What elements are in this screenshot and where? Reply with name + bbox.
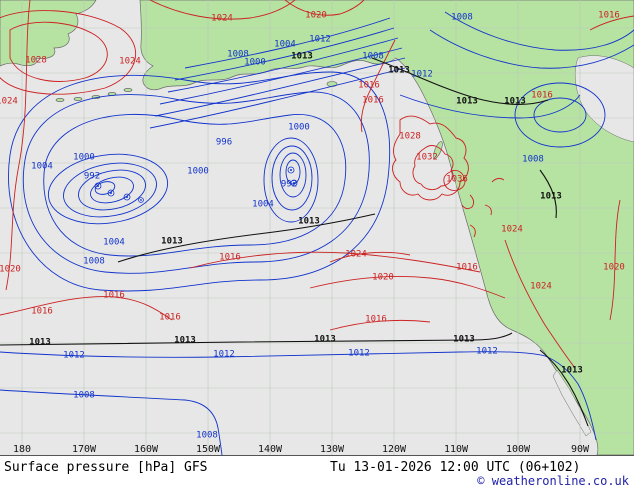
pressure-label: 1004 bbox=[31, 161, 53, 172]
isobars-high-pressure bbox=[0, 0, 634, 369]
longitude-label: 180 bbox=[12, 444, 32, 455]
pressure-label: 1013 bbox=[29, 337, 51, 348]
pressure-label: 1016 bbox=[598, 10, 620, 21]
pressure-label: 1016 bbox=[103, 290, 125, 301]
pressure-label: 1028 bbox=[399, 131, 421, 142]
pressure-label: 1020 bbox=[0, 264, 21, 275]
longitude-label: 110W bbox=[443, 444, 469, 455]
pressure-label: 1024 bbox=[345, 249, 367, 260]
pressure-label: 1004 bbox=[252, 199, 274, 210]
pressure-label: 1013 bbox=[314, 334, 336, 345]
pressure-label: 1024 bbox=[0, 96, 18, 107]
longitude-label: 170W bbox=[71, 444, 97, 455]
pressure-label: 1012 bbox=[411, 69, 433, 80]
land-siberia bbox=[0, 0, 97, 67]
chart-title: Surface pressure [hPa] GFS bbox=[4, 460, 208, 475]
pressure-label: 996 bbox=[215, 137, 233, 148]
pressure-label: 1016 bbox=[159, 312, 181, 323]
water-gulf-of-california bbox=[552, 369, 592, 437]
pressure-label: 1008 bbox=[451, 12, 473, 23]
pressure-label: 1012 bbox=[63, 350, 85, 361]
low-center-markers bbox=[94, 166, 298, 203]
pressure-label: 1020 bbox=[305, 10, 327, 21]
pressure-label: 1013 bbox=[291, 51, 313, 62]
pressure-label: 1012 bbox=[213, 349, 235, 360]
longitude-label: 120W bbox=[381, 444, 407, 455]
pressure-label: 1013 bbox=[174, 335, 196, 346]
status-bar: Surface pressure [hPa] GFS Tu 13-01-2026… bbox=[0, 455, 634, 490]
pressure-label: 1013 bbox=[388, 65, 410, 76]
isobars-mean-1013 bbox=[0, 57, 589, 427]
pressure-label: 1013 bbox=[504, 96, 526, 107]
pressure-label: 1004 bbox=[274, 39, 296, 50]
pressure-label: 1016 bbox=[31, 306, 53, 317]
pressure-label: 1008 bbox=[362, 51, 384, 62]
water-hudson-bay bbox=[575, 55, 634, 143]
pressure-label: 1012 bbox=[476, 346, 498, 357]
pressure-label: 1013 bbox=[561, 365, 583, 376]
pressure-label: 1008 bbox=[196, 430, 218, 441]
longitude-label: 130W bbox=[319, 444, 345, 455]
pressure-label: 1008 bbox=[522, 154, 544, 165]
longitude-label: 150W bbox=[195, 444, 221, 455]
longitude-label: 90W bbox=[570, 444, 590, 455]
pressure-label: 1032 bbox=[416, 152, 438, 163]
pressure-label: 1008 bbox=[73, 390, 95, 401]
pressure-label: 1020 bbox=[372, 272, 394, 283]
longitude-label: 160W bbox=[133, 444, 159, 455]
pressure-label: 1013 bbox=[453, 334, 475, 345]
pressure-label: 1016 bbox=[362, 95, 384, 106]
pressure-label: 1024 bbox=[211, 13, 233, 24]
pressure-label: 1024 bbox=[119, 56, 141, 67]
surface-pressure-map: 1024102010081016102810241024100810001004… bbox=[0, 0, 634, 455]
pressure-label: 1008 bbox=[83, 256, 105, 267]
pressure-label: 1008 bbox=[227, 49, 249, 60]
pressure-label: 1016 bbox=[456, 262, 478, 273]
pressure-label: 1024 bbox=[501, 224, 523, 235]
pressure-label: 1013 bbox=[456, 96, 478, 107]
valid-datetime: Tu 13-01-2026 12:00 UTC (06+102) bbox=[330, 460, 581, 475]
pressure-label: 1000 bbox=[73, 152, 95, 163]
copyright-link[interactable]: © weatheronline.co.uk bbox=[477, 474, 629, 488]
longitude-label: 140W bbox=[257, 444, 283, 455]
pressure-label: 1036 bbox=[446, 174, 468, 185]
pressure-label: 1000 bbox=[288, 122, 310, 133]
pressure-label: 1016 bbox=[531, 90, 553, 101]
isobars-low-pressure bbox=[0, 11, 634, 455]
pressure-label: 1016 bbox=[358, 80, 380, 91]
pressure-label: 1004 bbox=[103, 237, 125, 248]
map-canvas bbox=[0, 0, 634, 455]
pressure-label: 992 bbox=[280, 179, 298, 190]
pressure-label: 1013 bbox=[540, 191, 562, 202]
longitude-label: 100W bbox=[505, 444, 531, 455]
land-north-america bbox=[139, 0, 634, 455]
pressure-label: 1020 bbox=[603, 262, 625, 273]
pressure-label: 1013 bbox=[298, 216, 320, 227]
pressure-label: 1000 bbox=[187, 166, 209, 177]
pressure-label: 992 bbox=[83, 171, 101, 182]
pressure-label: 1024 bbox=[530, 281, 552, 292]
pressure-label: 1028 bbox=[25, 55, 47, 66]
pressure-label: 1016 bbox=[365, 314, 387, 325]
pressure-label: 1000 bbox=[244, 57, 266, 68]
pressure-label: 1016 bbox=[219, 252, 241, 263]
pressure-label: 1012 bbox=[348, 348, 370, 359]
pressure-label: 1012 bbox=[309, 34, 331, 45]
pressure-label: 1013 bbox=[161, 236, 183, 247]
